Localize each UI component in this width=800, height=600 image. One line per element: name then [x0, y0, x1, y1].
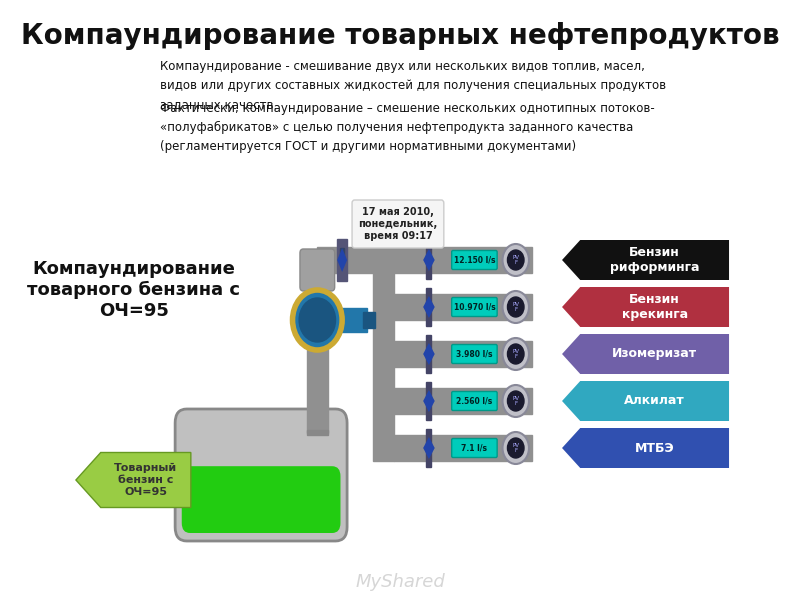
- Text: 3.980 l/s: 3.980 l/s: [456, 349, 493, 358]
- Circle shape: [502, 385, 529, 417]
- Text: МТБЭ: МТБЭ: [635, 442, 674, 455]
- Bar: [426, 335, 431, 373]
- Bar: [373, 247, 394, 461]
- Text: MyShared: MyShared: [355, 573, 445, 591]
- Circle shape: [502, 432, 529, 464]
- Polygon shape: [562, 428, 729, 468]
- Circle shape: [507, 391, 524, 411]
- Bar: [318, 247, 394, 273]
- Bar: [394, 435, 532, 461]
- FancyBboxPatch shape: [452, 298, 497, 317]
- Polygon shape: [562, 240, 729, 280]
- Text: Фактически, компаундирование – смешение нескольких однотипных потоков-
«полуфабр: Фактически, компаундирование – смешение …: [160, 102, 655, 153]
- Bar: [341, 248, 344, 262]
- Polygon shape: [562, 334, 729, 374]
- Polygon shape: [423, 296, 434, 307]
- Bar: [362, 312, 375, 328]
- Polygon shape: [423, 390, 434, 401]
- Text: 12.150 l/s: 12.150 l/s: [454, 256, 495, 265]
- Circle shape: [502, 338, 529, 370]
- Circle shape: [502, 291, 529, 323]
- Polygon shape: [423, 260, 434, 271]
- Text: PV
F: PV F: [512, 302, 519, 313]
- Text: Компаундирование - смешивание двух или нескольких видов топлив, масел,
видов или: Компаундирование - смешивание двух или н…: [160, 60, 666, 111]
- Polygon shape: [423, 343, 434, 354]
- FancyBboxPatch shape: [175, 409, 347, 541]
- FancyBboxPatch shape: [452, 344, 497, 364]
- Polygon shape: [562, 287, 729, 327]
- Text: PV
F: PV F: [512, 254, 519, 265]
- Polygon shape: [337, 260, 347, 272]
- Text: 7.1 l/s: 7.1 l/s: [462, 443, 487, 452]
- Text: Изомеризат: Изомеризат: [612, 347, 697, 361]
- Bar: [426, 241, 431, 279]
- Text: Бензин
риформинга: Бензин риформинга: [610, 246, 699, 274]
- Bar: [334, 308, 367, 332]
- Bar: [394, 294, 532, 320]
- Text: 17 мая 2010,
понедельник,
время 09:17: 17 мая 2010, понедельник, время 09:17: [358, 208, 438, 241]
- Bar: [306, 257, 328, 298]
- Text: 10.970 l/s: 10.970 l/s: [454, 302, 495, 311]
- Text: Алкилат: Алкилат: [624, 395, 685, 407]
- Text: PV
F: PV F: [512, 349, 519, 359]
- Bar: [394, 341, 532, 367]
- Text: Бензин
крекинга: Бензин крекинга: [622, 293, 688, 321]
- Text: PV
F: PV F: [512, 395, 519, 406]
- Text: Компаундирование товарных нефтепродуктов: Компаундирование товарных нефтепродуктов: [21, 22, 779, 50]
- Circle shape: [507, 438, 524, 458]
- Circle shape: [299, 298, 335, 342]
- FancyBboxPatch shape: [452, 439, 497, 457]
- Polygon shape: [423, 401, 434, 412]
- Polygon shape: [337, 248, 347, 260]
- Polygon shape: [423, 448, 434, 459]
- Polygon shape: [423, 437, 434, 448]
- Circle shape: [502, 244, 529, 276]
- Bar: [426, 288, 431, 326]
- Bar: [394, 247, 532, 273]
- Circle shape: [507, 297, 524, 317]
- Bar: [394, 388, 532, 414]
- Polygon shape: [423, 249, 434, 260]
- Bar: [426, 382, 431, 420]
- Circle shape: [507, 344, 524, 364]
- Circle shape: [294, 292, 341, 348]
- Text: Товарный
бензин с
ОЧ=95: Товарный бензин с ОЧ=95: [114, 463, 178, 497]
- Polygon shape: [562, 381, 729, 421]
- FancyBboxPatch shape: [300, 249, 334, 291]
- FancyBboxPatch shape: [452, 391, 497, 410]
- Circle shape: [507, 250, 524, 270]
- Bar: [337, 239, 347, 281]
- Text: Компаундирование
товарного бензина с
ОЧ=95: Компаундирование товарного бензина с ОЧ=…: [27, 260, 240, 320]
- Bar: [306, 305, 328, 433]
- Polygon shape: [423, 354, 434, 365]
- FancyBboxPatch shape: [452, 251, 497, 269]
- FancyBboxPatch shape: [352, 200, 444, 248]
- Text: PV
F: PV F: [512, 443, 519, 454]
- Polygon shape: [76, 452, 191, 508]
- Polygon shape: [423, 307, 434, 318]
- Bar: [426, 429, 431, 467]
- FancyBboxPatch shape: [182, 466, 341, 533]
- Text: 2.560 l/s: 2.560 l/s: [456, 397, 493, 406]
- Bar: [306, 430, 328, 435]
